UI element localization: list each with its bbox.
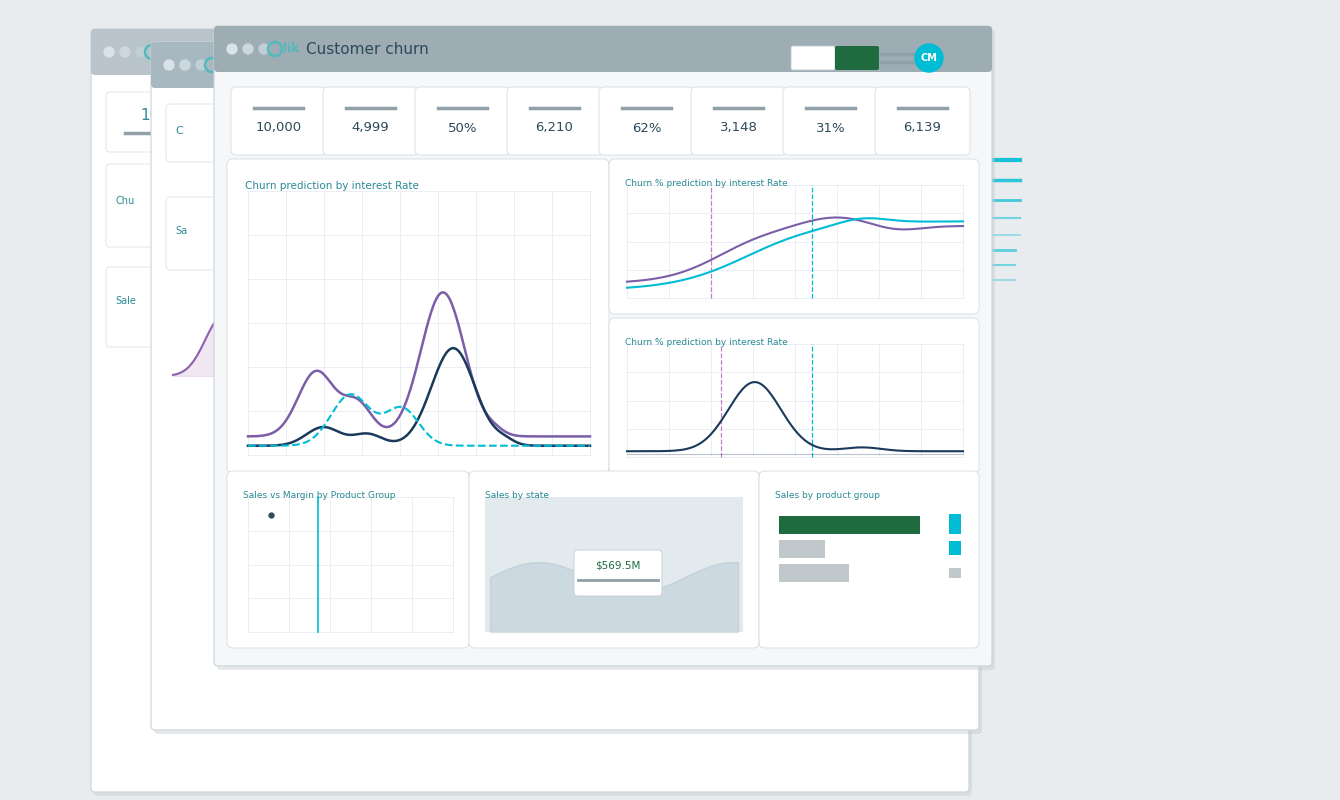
FancyBboxPatch shape	[469, 471, 758, 648]
Text: 50%: 50%	[448, 122, 477, 134]
Text: CM: CM	[913, 69, 930, 79]
Circle shape	[259, 44, 269, 54]
Text: 31%: 31%	[816, 122, 846, 134]
Text: Sa: Sa	[176, 226, 188, 236]
Bar	[99, 52, 961, 71]
Circle shape	[915, 44, 943, 72]
Circle shape	[105, 47, 114, 57]
FancyBboxPatch shape	[214, 26, 992, 666]
Bar	[222, 49, 984, 68]
FancyBboxPatch shape	[226, 159, 608, 473]
Text: Sale: Sale	[115, 296, 135, 306]
Text: 10,: 10,	[139, 109, 163, 123]
FancyBboxPatch shape	[783, 62, 827, 86]
FancyBboxPatch shape	[91, 29, 969, 75]
Bar	[159, 65, 972, 84]
Text: Sales vs Margin by Product Group: Sales vs Margin by Product Group	[243, 491, 395, 500]
Circle shape	[163, 60, 174, 70]
Bar	[779, 540, 825, 558]
Text: lik: lik	[283, 42, 300, 55]
FancyBboxPatch shape	[91, 29, 969, 792]
Circle shape	[135, 47, 146, 57]
FancyBboxPatch shape	[166, 104, 244, 162]
Text: Churn % prediction by interest Rate: Churn % prediction by interest Rate	[624, 179, 788, 188]
FancyBboxPatch shape	[835, 46, 879, 70]
Text: 3,148: 3,148	[720, 122, 757, 134]
Text: CM: CM	[921, 53, 938, 63]
Circle shape	[121, 47, 130, 57]
FancyBboxPatch shape	[783, 87, 878, 155]
Text: CM: CM	[903, 56, 919, 66]
Circle shape	[226, 44, 237, 54]
FancyBboxPatch shape	[106, 164, 200, 247]
Bar	[779, 516, 921, 534]
FancyBboxPatch shape	[106, 92, 200, 152]
Bar	[485, 497, 742, 632]
FancyBboxPatch shape	[791, 46, 835, 70]
Text: lik: lik	[159, 46, 177, 58]
FancyBboxPatch shape	[166, 197, 244, 270]
FancyBboxPatch shape	[827, 62, 871, 86]
FancyBboxPatch shape	[875, 87, 970, 155]
FancyBboxPatch shape	[323, 87, 418, 155]
Circle shape	[907, 60, 935, 88]
Text: lik: lik	[220, 58, 236, 71]
FancyBboxPatch shape	[574, 550, 662, 596]
FancyBboxPatch shape	[106, 267, 200, 347]
FancyBboxPatch shape	[773, 49, 817, 73]
FancyBboxPatch shape	[151, 42, 980, 730]
FancyBboxPatch shape	[217, 30, 996, 670]
FancyBboxPatch shape	[817, 49, 862, 73]
Text: 6,139: 6,139	[903, 122, 942, 134]
Text: 4,999: 4,999	[351, 122, 390, 134]
Text: Chu: Chu	[115, 196, 134, 206]
FancyBboxPatch shape	[758, 471, 980, 648]
Text: Churn prediction by interest Rate: Churn prediction by interest Rate	[245, 181, 419, 191]
Text: C: C	[176, 126, 182, 136]
Text: Sales by product group: Sales by product group	[775, 491, 880, 500]
FancyBboxPatch shape	[214, 26, 992, 72]
FancyBboxPatch shape	[599, 87, 694, 155]
Circle shape	[243, 44, 253, 54]
Text: 6,210: 6,210	[536, 122, 574, 134]
Text: Customer segmentation: Customer segmentation	[243, 58, 427, 73]
FancyBboxPatch shape	[507, 87, 602, 155]
FancyBboxPatch shape	[691, 87, 787, 155]
FancyBboxPatch shape	[230, 87, 326, 155]
FancyBboxPatch shape	[608, 318, 980, 473]
Text: 10,000: 10,000	[256, 122, 302, 134]
FancyBboxPatch shape	[415, 87, 511, 155]
FancyBboxPatch shape	[154, 46, 982, 734]
Bar	[949, 542, 961, 555]
Bar	[949, 514, 961, 534]
Text: Customer churn: Customer churn	[306, 42, 429, 57]
FancyBboxPatch shape	[94, 33, 972, 796]
Circle shape	[896, 47, 925, 75]
Text: $569.5M: $569.5M	[595, 561, 641, 571]
FancyBboxPatch shape	[226, 471, 469, 648]
FancyBboxPatch shape	[608, 159, 980, 314]
Bar	[779, 564, 848, 582]
Circle shape	[196, 60, 206, 70]
Bar	[949, 568, 961, 578]
Text: Churn % prediction by interest Rate: Churn % prediction by interest Rate	[624, 338, 788, 347]
FancyBboxPatch shape	[151, 42, 980, 88]
Text: Predictive maintenance: Predictive maintenance	[184, 45, 364, 59]
Text: 62%: 62%	[631, 122, 661, 134]
Circle shape	[180, 60, 190, 70]
Text: Sales by state: Sales by state	[485, 491, 549, 500]
